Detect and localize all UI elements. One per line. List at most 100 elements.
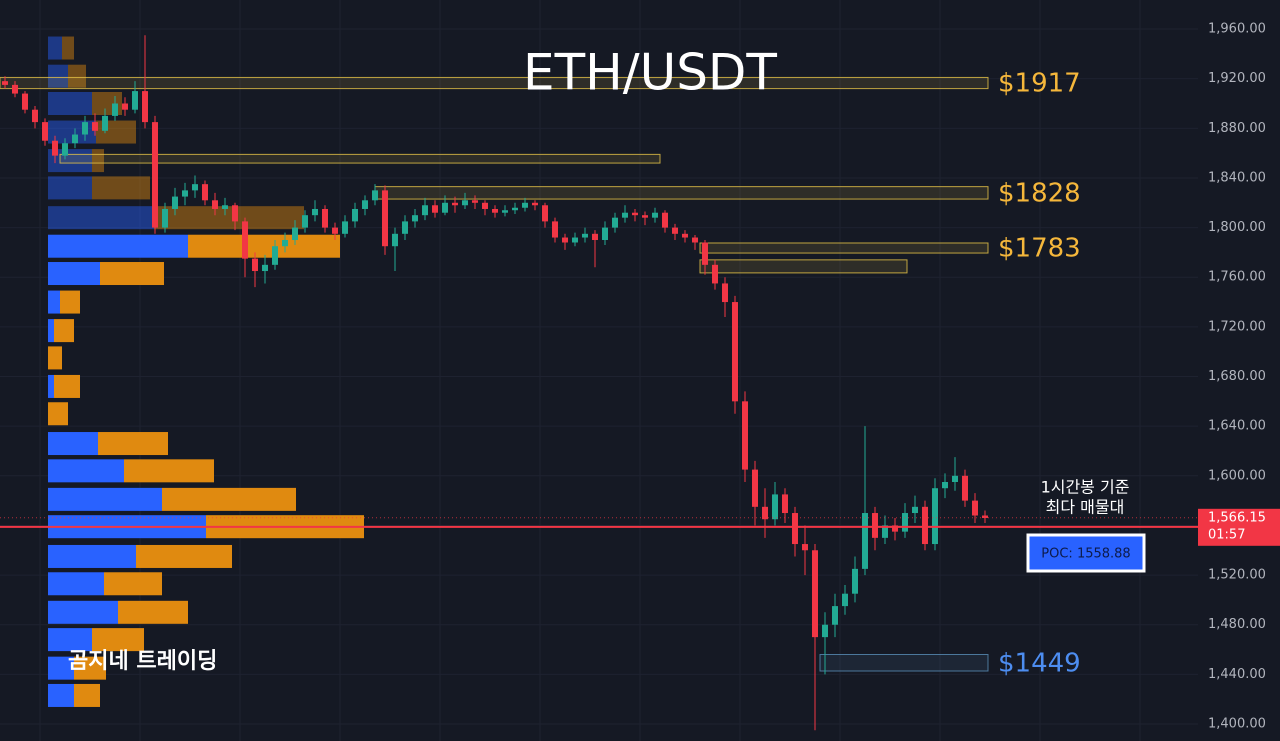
candle-body <box>732 302 738 402</box>
candle-body <box>162 208 168 228</box>
candle-body <box>682 233 688 238</box>
profile-buy <box>48 487 162 511</box>
zone-label: $1449 <box>998 648 1081 678</box>
profile-buy <box>48 628 92 652</box>
profile-sell <box>74 683 100 707</box>
zone <box>374 186 989 200</box>
profile-sell <box>104 572 162 596</box>
candle-body <box>962 475 968 501</box>
candle-body <box>192 184 198 191</box>
candle-body <box>342 221 348 234</box>
candle-body <box>532 202 538 206</box>
candle-body <box>462 200 468 206</box>
profile-buy <box>48 262 100 286</box>
candle-body <box>102 115 108 131</box>
candle-body <box>882 525 888 538</box>
candle-body <box>802 544 808 551</box>
candle-body <box>892 525 898 532</box>
y-tick-label: 1,680.00 <box>1208 369 1266 384</box>
candle-body <box>812 550 818 638</box>
profile-buy <box>48 36 62 60</box>
zone-label: $1783 <box>998 234 1081 264</box>
profile-sell <box>60 290 80 314</box>
candle-body <box>572 237 578 243</box>
zone <box>0 76 989 90</box>
y-tick-label: 1,440.00 <box>1208 667 1266 682</box>
y-tick-label: 1,880.00 <box>1208 121 1266 136</box>
profile-sell <box>188 234 340 258</box>
candle-body <box>412 215 418 222</box>
profile-sell <box>162 487 296 511</box>
poc-label: POC: 1558.88 <box>1041 547 1130 562</box>
candle-body <box>522 202 528 208</box>
profile-sell <box>154 206 304 230</box>
candle-body <box>422 205 428 216</box>
candle-body <box>692 237 698 243</box>
profile-sell <box>54 374 80 398</box>
candle-body <box>312 208 318 216</box>
candle-body <box>652 212 658 218</box>
candle-body <box>452 202 458 206</box>
candle-body <box>982 515 988 518</box>
candle-body <box>62 143 68 156</box>
candle-body <box>112 103 118 116</box>
candles <box>2 35 988 731</box>
candle-body <box>2 81 8 85</box>
candle-body <box>912 506 918 514</box>
candle-body <box>122 103 128 110</box>
zones: $1917 $1828 $1783 $1449 <box>0 69 1081 678</box>
candle-body <box>242 221 248 259</box>
candle-body <box>212 200 218 209</box>
candle-body <box>642 215 648 218</box>
candle-body <box>902 513 908 532</box>
zone <box>59 153 661 164</box>
candle-body <box>482 202 488 209</box>
candle-body <box>672 227 678 234</box>
candle-body <box>592 233 598 241</box>
zone-label: $1917 <box>998 69 1081 99</box>
candle-body <box>182 190 188 197</box>
candle-body <box>132 91 138 110</box>
overlay: 1,566.15 01:57 POC: 1558.88 <box>0 508 1280 573</box>
candle-body <box>842 593 848 607</box>
candle-body <box>622 212 628 218</box>
candle-body <box>952 475 958 483</box>
profile-sell <box>62 36 74 60</box>
candle-body <box>82 122 88 135</box>
candle-body <box>872 513 878 538</box>
candle-body <box>232 205 238 222</box>
candle-body <box>702 242 708 265</box>
y-tick-label: 1,920.00 <box>1208 71 1266 86</box>
candle-body <box>372 190 378 201</box>
candle-body <box>332 227 338 234</box>
profile-buy <box>48 206 154 230</box>
profile-sell <box>54 319 74 343</box>
candle-body <box>792 513 798 545</box>
profile-buy <box>48 319 54 343</box>
profile-sell <box>100 262 164 286</box>
profile-sell <box>98 432 168 456</box>
candle-body <box>472 200 478 203</box>
zone <box>819 654 989 672</box>
annotation: 1시간봉 기준 <box>1041 478 1130 497</box>
profile-buy <box>48 176 92 200</box>
candle-body <box>582 233 588 238</box>
chart-title: ETH/USDT <box>523 44 777 102</box>
candle-body <box>22 93 28 110</box>
candle-body <box>432 205 438 213</box>
candle-body <box>72 134 78 144</box>
candle-body <box>602 227 608 241</box>
y-tick-label: 1,640.00 <box>1208 419 1266 434</box>
profile-buy <box>48 683 74 707</box>
y-tick-label: 1,760.00 <box>1208 270 1266 285</box>
y-tick-label: 1,720.00 <box>1208 319 1266 334</box>
y-tick-label: 1,840.00 <box>1208 170 1266 185</box>
profile-sell <box>92 176 150 200</box>
candle-body <box>172 196 178 209</box>
candle-body <box>32 109 38 123</box>
profile-buy <box>48 234 188 258</box>
annotation: 최다 매물대 <box>1046 498 1125 517</box>
zone-label: $1828 <box>998 178 1081 208</box>
